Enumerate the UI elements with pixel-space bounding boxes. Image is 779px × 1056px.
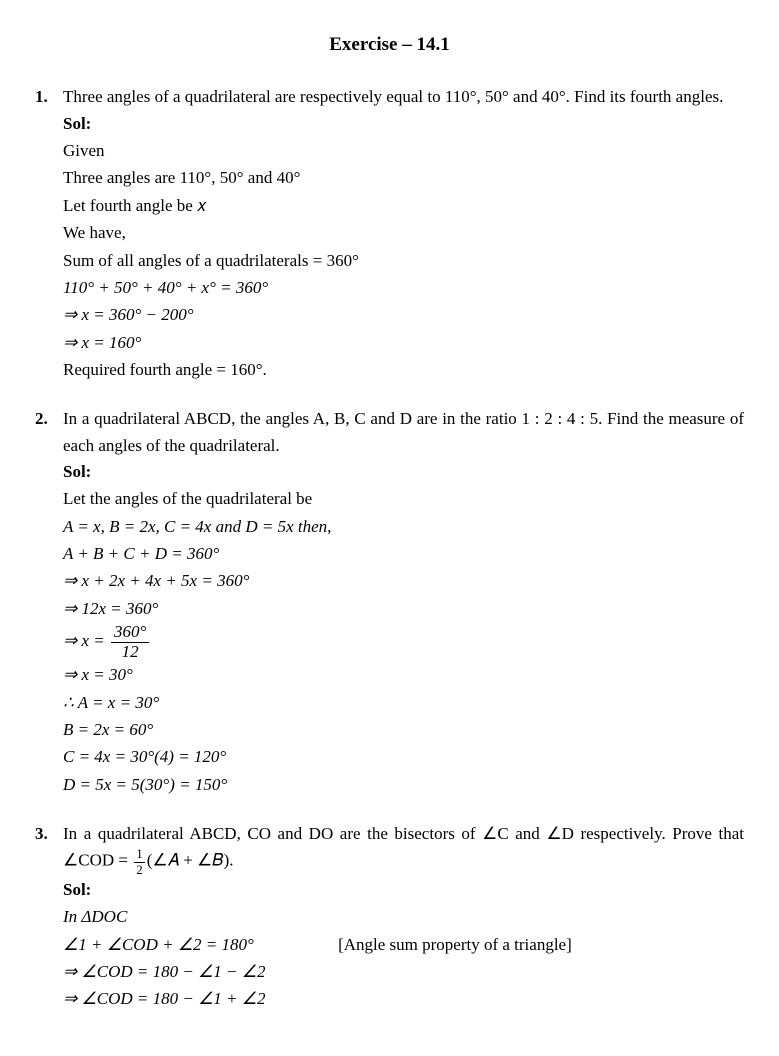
solution-line: ⇒ x = 30°: [63, 662, 744, 688]
solution-line: ∴ A = x = 30°: [63, 690, 744, 716]
fraction-numerator: 360°: [111, 623, 149, 643]
solution-line: Sum of all angles of a quadrilaterals = …: [63, 248, 744, 274]
problem-content: Three angles of a quadrilateral are resp…: [63, 84, 744, 384]
solution-label: Sol:: [63, 111, 744, 137]
solution-line: ∠1 + ∠COD + ∠2 = 180° [Angle sum propert…: [63, 932, 744, 958]
solution-line: B = 2x = 60°: [63, 717, 744, 743]
problem-content: In a quadrilateral ABCD, the angles A, B…: [63, 406, 744, 799]
problem-3: 3. In a quadrilateral ABCD, CO and DO ar…: [35, 821, 744, 1014]
solution-line: C = 4x = 30°(4) = 120°: [63, 744, 744, 770]
problem-number: 1.: [35, 84, 63, 384]
page-title: Exercise – 14.1: [35, 30, 744, 59]
solution-line: ⇒ x = 160°: [63, 330, 744, 356]
solution-line: ⇒ x + 2x + 4x + 5x = 360°: [63, 568, 744, 594]
note-main: ∠1 + ∠COD + ∠2 = 180°: [63, 935, 254, 954]
solution-line: Let fourth angle be 𝑥: [63, 193, 744, 219]
fraction-denominator: 12: [111, 643, 149, 662]
frac-prefix: ⇒ x =: [63, 631, 105, 650]
fraction: 360° 12: [111, 623, 149, 661]
solution-line: D = 5x = 5(30°) = 150°: [63, 772, 744, 798]
fraction-denominator: 2: [134, 863, 145, 877]
question-post: (∠𝐴 + ∠𝐵).: [147, 851, 234, 870]
fraction-numerator: 1: [134, 847, 145, 862]
solution-line: A = x, B = 2x, C = 4x and D = 5x then,: [63, 514, 744, 540]
question-text: In a quadrilateral ABCD, the angles A, B…: [63, 406, 744, 459]
solution-label: Sol:: [63, 459, 744, 485]
solution-line: ⇒ ∠COD = 180 − ∠1 − ∠2: [63, 959, 744, 985]
solution-line: ⇒ x = 360° 12: [63, 623, 744, 661]
question-text: Three angles of a quadrilateral are resp…: [63, 84, 744, 110]
note-side: [Angle sum property of a triangle]: [338, 932, 572, 958]
problem-number: 3.: [35, 821, 63, 1014]
problem-2: 2. In a quadrilateral ABCD, the angles A…: [35, 406, 744, 799]
fraction: 12: [134, 847, 145, 877]
solution-line: In ΔDOC: [63, 904, 744, 930]
solution-line: We have,: [63, 220, 744, 246]
question-text: In a quadrilateral ABCD, CO and DO are t…: [63, 821, 744, 877]
solution-line: ⇒ 12x = 360°: [63, 596, 744, 622]
problem-1: 1. Three angles of a quadrilateral are r…: [35, 84, 744, 384]
solution-line: 110° + 50° + 40° + x° = 360°: [63, 275, 744, 301]
solution-line: Let the angles of the quadrilateral be: [63, 486, 744, 512]
solution-line: Required fourth angle = 160°.: [63, 357, 744, 383]
problem-number: 2.: [35, 406, 63, 799]
solution-line: A + B + C + D = 360°: [63, 541, 744, 567]
solution-line: ⇒ x = 360° − 200°: [63, 302, 744, 328]
solution-line: Given: [63, 138, 744, 164]
solution-label: Sol:: [63, 877, 744, 903]
problem-content: In a quadrilateral ABCD, CO and DO are t…: [63, 821, 744, 1014]
solution-line: ⇒ ∠COD = 180 − ∠1 + ∠2: [63, 986, 744, 1012]
solution-line: Three angles are 110°, 50° and 40°: [63, 165, 744, 191]
